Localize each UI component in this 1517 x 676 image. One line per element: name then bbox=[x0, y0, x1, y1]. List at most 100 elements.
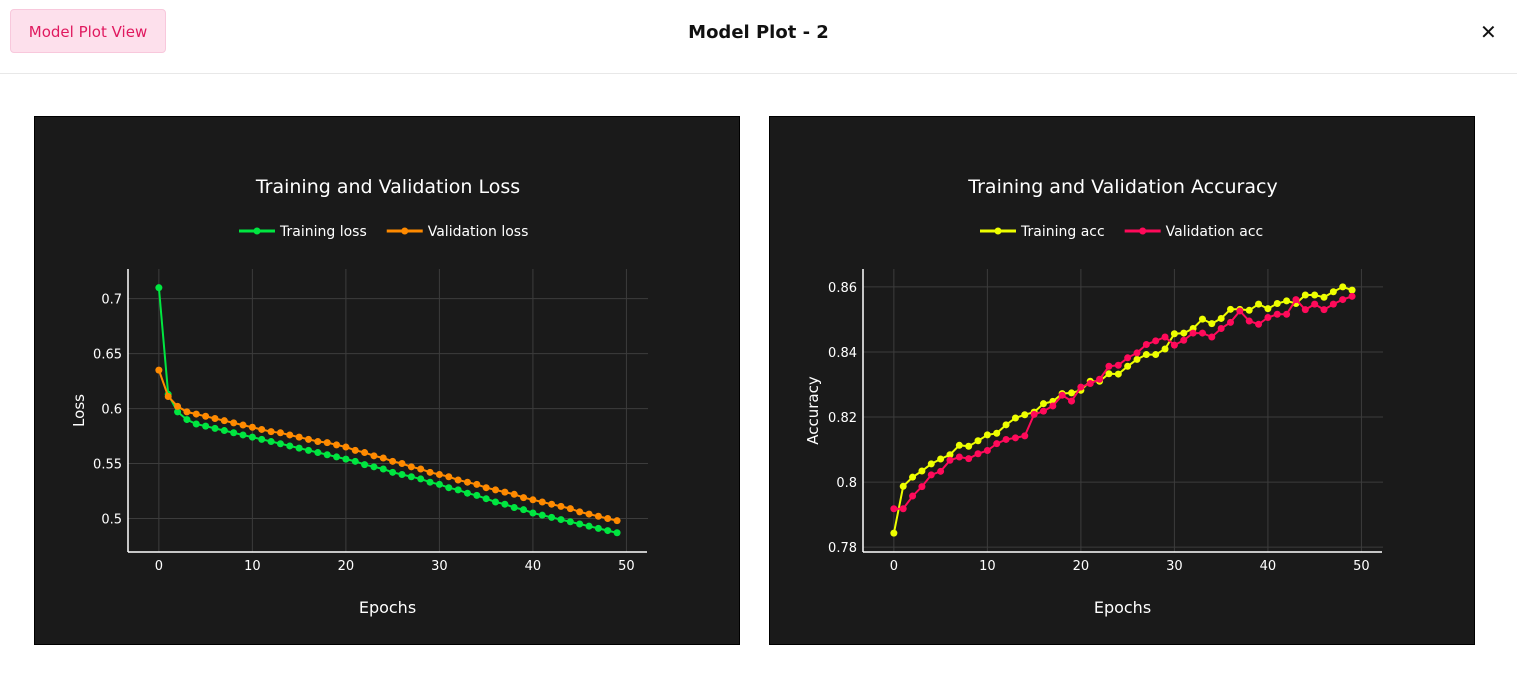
data-point bbox=[192, 410, 200, 418]
data-point bbox=[314, 438, 322, 446]
data-point bbox=[1124, 354, 1132, 362]
data-point bbox=[1255, 320, 1263, 328]
data-point bbox=[1021, 411, 1029, 419]
data-point bbox=[983, 431, 991, 439]
legend-item-1: Validation acc bbox=[1124, 224, 1263, 240]
data-point bbox=[1039, 400, 1047, 408]
data-point bbox=[1301, 291, 1309, 299]
data-point bbox=[993, 429, 1001, 437]
data-point bbox=[585, 510, 593, 518]
data-point bbox=[557, 502, 565, 510]
data-point bbox=[482, 495, 490, 503]
data-point bbox=[473, 480, 481, 488]
data-point bbox=[1283, 310, 1291, 318]
data-point bbox=[538, 498, 546, 506]
x-tick-label: 10 bbox=[979, 559, 996, 574]
data-point bbox=[557, 516, 565, 524]
data-point bbox=[379, 465, 387, 473]
data-point bbox=[965, 442, 973, 450]
data-point bbox=[501, 488, 509, 496]
data-point bbox=[361, 449, 369, 457]
data-point bbox=[1049, 402, 1057, 410]
data-point bbox=[174, 408, 182, 416]
data-point bbox=[276, 429, 284, 437]
data-point bbox=[202, 412, 210, 420]
data-point bbox=[937, 467, 945, 475]
data-point bbox=[183, 408, 191, 416]
data-point bbox=[417, 475, 425, 483]
chart-title: Training and Validation Loss bbox=[255, 176, 520, 198]
data-point bbox=[613, 529, 621, 537]
data-point bbox=[1198, 315, 1206, 323]
model-plot-view-button[interactable]: Model Plot View bbox=[10, 9, 166, 53]
x-axis-title: Epochs bbox=[359, 598, 416, 617]
data-point bbox=[202, 422, 210, 430]
data-point bbox=[164, 392, 172, 400]
data-point bbox=[604, 514, 612, 522]
data-point bbox=[946, 456, 954, 464]
data-point bbox=[1124, 362, 1132, 370]
data-point bbox=[248, 423, 256, 431]
data-point bbox=[361, 461, 369, 469]
data-point bbox=[890, 529, 898, 537]
data-point bbox=[1273, 299, 1281, 307]
y-tick-label: 0.82 bbox=[828, 411, 857, 426]
data-point bbox=[1264, 305, 1272, 313]
data-point bbox=[267, 438, 275, 446]
data-point bbox=[1058, 391, 1066, 399]
data-point bbox=[398, 460, 406, 468]
modal-header: Model Plot View Model Plot - 2 ✕ bbox=[0, 0, 1517, 74]
data-point bbox=[927, 471, 935, 479]
data-point bbox=[323, 451, 331, 459]
data-point bbox=[1180, 336, 1188, 344]
data-point bbox=[1301, 306, 1309, 314]
data-point bbox=[426, 468, 434, 476]
data-point bbox=[239, 421, 247, 429]
data-point bbox=[445, 484, 453, 492]
data-point bbox=[1227, 305, 1235, 313]
data-point bbox=[454, 486, 462, 494]
data-point bbox=[333, 453, 341, 461]
loss-chart: Training and Validation Loss Training los… bbox=[70, 176, 648, 617]
x-tick-label: 40 bbox=[1260, 559, 1277, 574]
data-point bbox=[370, 452, 378, 460]
legend-item-0: Training acc bbox=[980, 224, 1105, 240]
data-point bbox=[927, 460, 935, 468]
close-icon[interactable]: ✕ bbox=[1480, 20, 1497, 44]
data-point bbox=[211, 424, 219, 432]
data-point bbox=[258, 425, 266, 433]
data-point bbox=[1068, 397, 1076, 405]
data-point bbox=[1236, 307, 1244, 315]
y-tick-label: 0.6 bbox=[101, 403, 122, 418]
data-point bbox=[454, 476, 462, 484]
data-point bbox=[566, 518, 574, 526]
data-point bbox=[1170, 330, 1178, 338]
y-tick-label: 0.5 bbox=[101, 512, 122, 527]
data-point bbox=[909, 492, 917, 500]
data-point bbox=[286, 442, 294, 450]
data-point bbox=[585, 522, 593, 530]
data-point bbox=[1002, 421, 1010, 429]
data-point bbox=[1180, 329, 1188, 337]
series-line-validation-acc bbox=[893, 295, 1353, 510]
data-point bbox=[1152, 351, 1160, 359]
data-point bbox=[314, 449, 322, 457]
modal-title: Model Plot - 2 bbox=[688, 22, 829, 43]
y-axis-title: Accuracy bbox=[804, 376, 822, 445]
data-point bbox=[1311, 291, 1319, 299]
data-point bbox=[955, 453, 963, 461]
data-point bbox=[1217, 314, 1225, 322]
data-point bbox=[211, 414, 219, 422]
data-point bbox=[613, 517, 621, 525]
legend-label: Training acc bbox=[1020, 224, 1105, 240]
series-line-validation-loss bbox=[157, 369, 618, 522]
data-point bbox=[890, 505, 898, 513]
x-tick-label: 10 bbox=[244, 559, 261, 574]
data-point bbox=[276, 440, 284, 448]
data-point bbox=[286, 431, 294, 439]
data-point bbox=[1142, 351, 1150, 359]
data-point bbox=[937, 455, 945, 463]
data-point bbox=[1133, 355, 1141, 363]
data-point bbox=[918, 467, 926, 475]
data-point bbox=[304, 435, 312, 443]
